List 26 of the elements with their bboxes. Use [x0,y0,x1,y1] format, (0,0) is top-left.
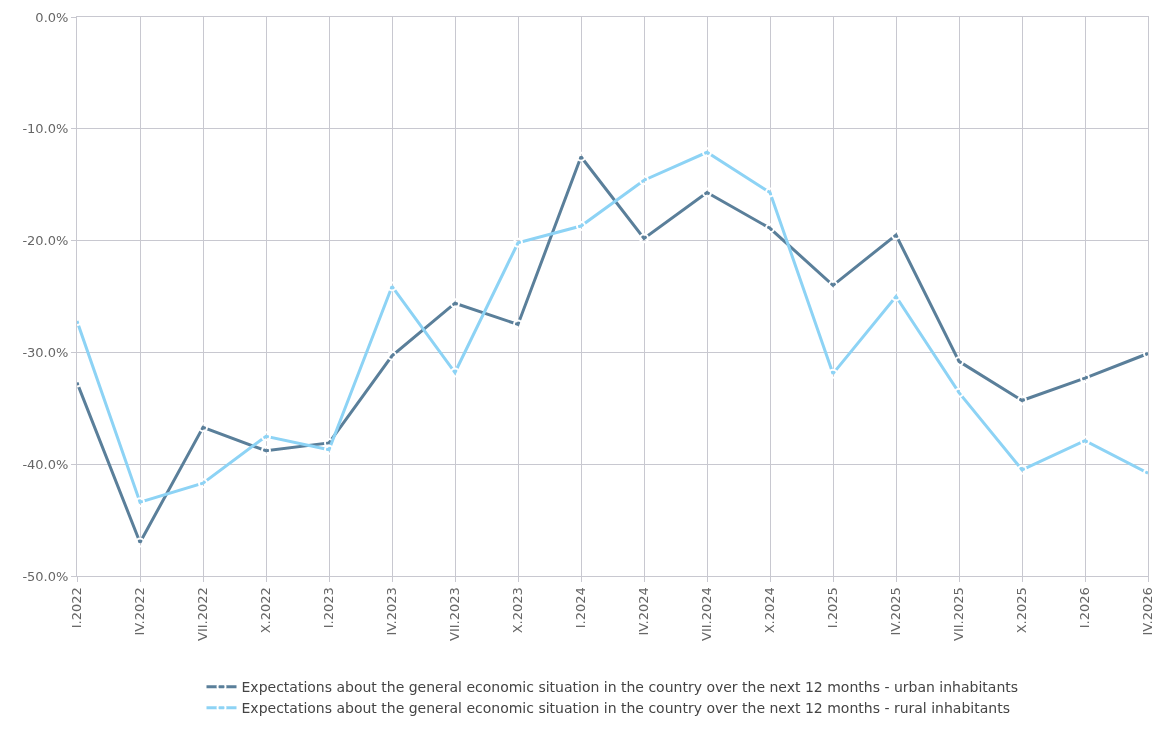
x-tick-label: VII.2025 [951,587,967,641]
x-tick-label: IV.2023 [384,587,400,636]
x-tick-label: I.2025 [825,587,841,629]
y-tick-label: 0.0% [35,9,69,25]
x-tick-label: IV.2024 [636,587,652,636]
x-tick-label: X.2022 [258,587,274,634]
legend-label: Expectations about the general economic situation in the country over the next 12 months - urban inhabitants [241,679,1019,696]
x-tick-label: VII.2022 [195,587,211,641]
x-tick-label: X.2025 [1014,587,1030,634]
x-tick-label: IV.2022 [132,587,148,636]
y-tick-label: -20.0% [22,233,69,249]
x-tick-label: IV.2026 [1140,587,1156,636]
y-tick-label: -40.0% [22,456,69,472]
legend-label: Expectations about the general economic situation in the country over the next 12 months - rural inhabitants [241,700,1010,717]
x-tick-label: I.2026 [1077,587,1093,629]
x-tick-label: I.2024 [573,587,589,629]
x-tick-label: I.2022 [69,587,85,629]
x-tick-label: X.2023 [510,587,526,634]
y-tick-label: -10.0% [22,121,69,137]
y-tick-label: -30.0% [22,344,69,360]
x-tick-label: IV.2025 [888,587,904,636]
x-tick-label: X.2024 [762,587,778,634]
y-tick-label: -50.0% [22,568,69,584]
x-tick-label: I.2023 [321,587,337,629]
x-tick-label: VII.2024 [699,587,715,641]
x-tick-label: VII.2023 [447,587,463,641]
